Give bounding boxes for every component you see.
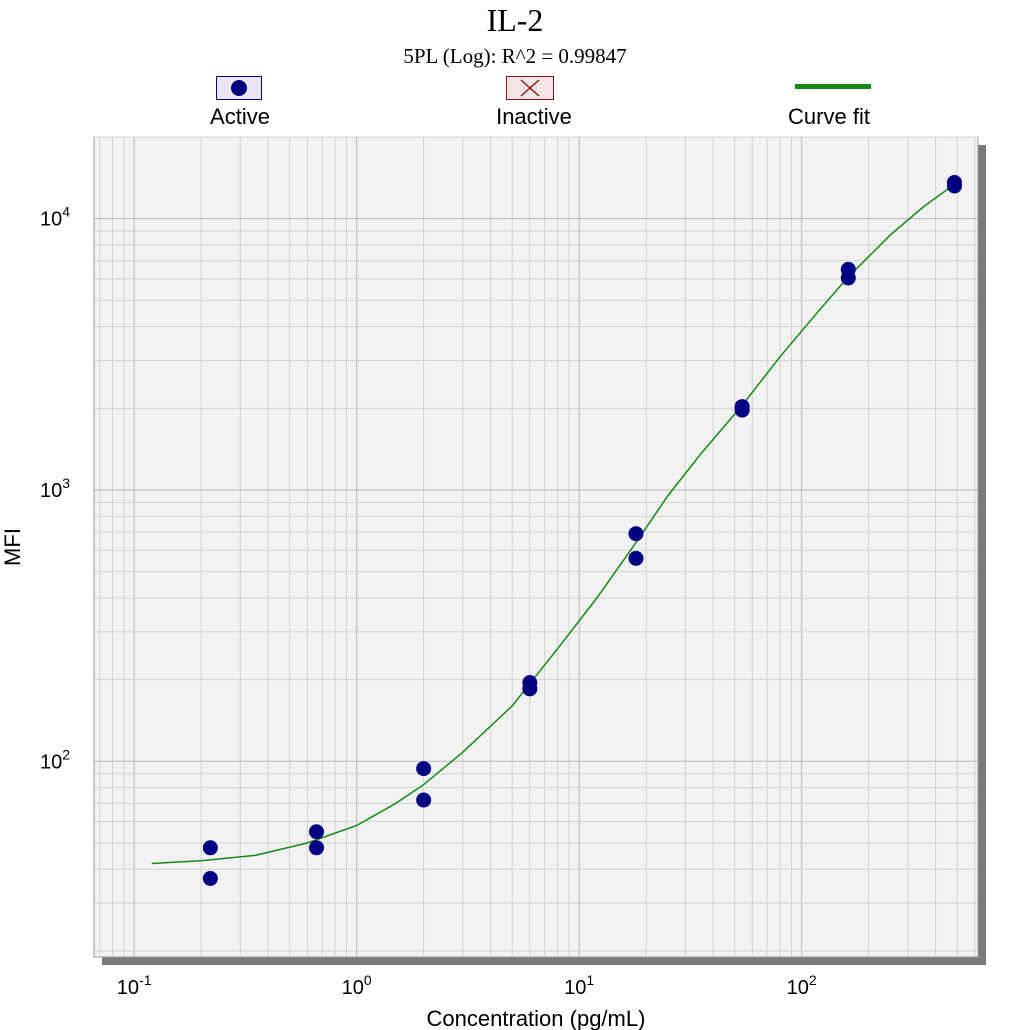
x-tick-label: 100 — [342, 972, 372, 999]
data-point-active — [734, 402, 750, 418]
chart-subtitle: 5PL (Log): R^2 = 0.99847 — [403, 44, 627, 68]
data-point-active — [416, 792, 432, 808]
y-tick-label: 102 — [40, 746, 70, 773]
data-point-active — [522, 681, 538, 697]
chart-title: IL-2 — [486, 2, 544, 38]
data-point-active — [628, 526, 644, 542]
legend-item-active: Active — [160, 76, 320, 130]
legend-label-curve-fit: Curve fit — [788, 104, 870, 129]
plot-area — [93, 136, 979, 958]
legend-label-active: Active — [210, 104, 270, 129]
curve-line-icon — [795, 84, 871, 89]
data-point-active — [946, 178, 962, 194]
data-point-active — [202, 840, 218, 856]
y-axis-label: MFI — [0, 528, 25, 566]
x-tick-label: 10-1 — [117, 972, 152, 999]
y-tick-labels: 102 103 104 — [40, 204, 70, 774]
x-tick-label: 101 — [564, 972, 594, 999]
legend-label-inactive: Inactive — [496, 104, 572, 129]
x-tick-labels: 10-1 100 101 102 — [117, 972, 817, 999]
data-point-active — [202, 870, 218, 886]
y-tick-label: 104 — [40, 204, 70, 231]
inactive-marker-icon — [506, 76, 554, 100]
legend-item-inactive: Inactive — [454, 76, 614, 130]
data-point-active — [628, 550, 644, 566]
grid — [94, 136, 978, 957]
data-points — [202, 174, 962, 886]
legend-item-curve-fit: Curve fit — [749, 76, 909, 130]
active-marker-icon — [216, 76, 262, 100]
data-point-active — [840, 270, 856, 286]
data-point-active — [309, 840, 325, 856]
x-axis-label: Concentration (pg/mL) — [427, 1006, 646, 1030]
y-tick-label: 103 — [40, 475, 70, 502]
data-point-active — [416, 761, 432, 777]
x-tick-label: 102 — [787, 972, 817, 999]
curve-fit-line — [151, 183, 955, 865]
data-point-active — [309, 824, 325, 840]
